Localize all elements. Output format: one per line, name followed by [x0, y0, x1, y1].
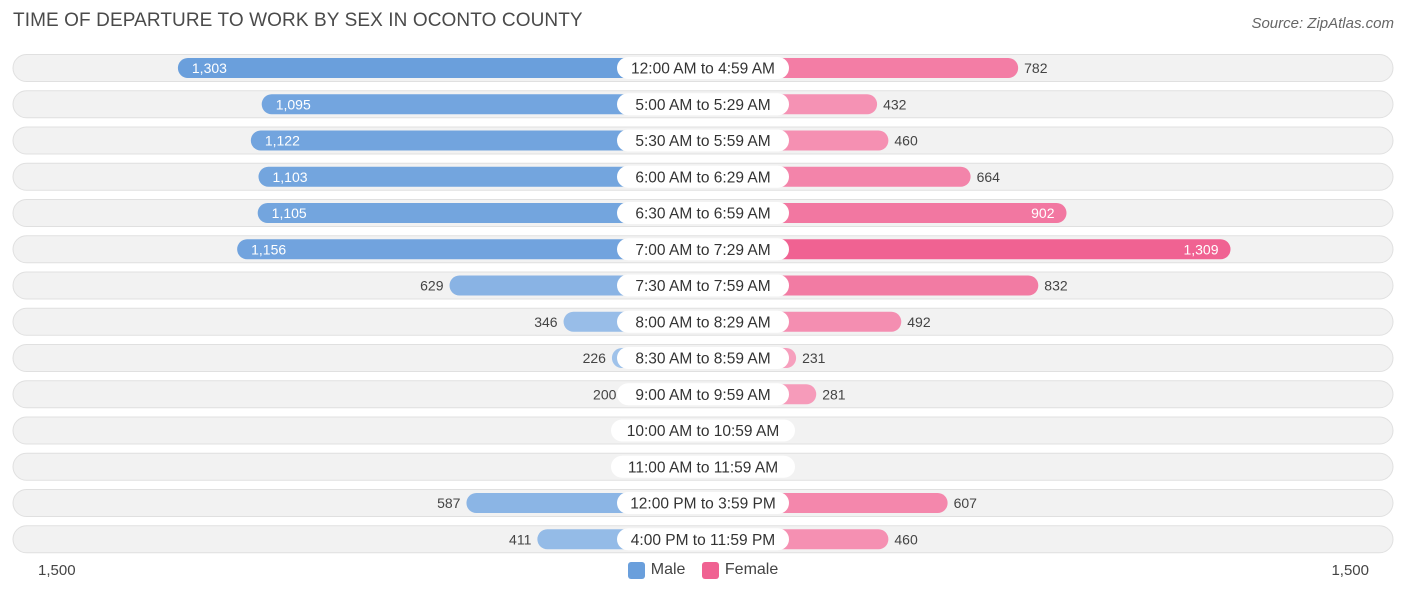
category-pill — [617, 274, 789, 297]
category-label: 6:30 AM to 6:59 AM — [635, 206, 770, 223]
female-value-label: 231 — [802, 350, 826, 366]
category-label: 11:00 AM to 11:59 AM — [628, 459, 778, 476]
category-pill — [617, 492, 789, 514]
category-label: 5:30 AM to 5:59 AM — [635, 133, 770, 150]
category-label: 12:00 AM to 4:59 AM — [631, 61, 775, 78]
category-label: 8:00 AM to 8:29 AM — [635, 314, 770, 331]
female-value-label: 460 — [894, 531, 918, 547]
female-value-label: 902 — [1031, 205, 1055, 221]
legend-label-male: Male — [650, 561, 686, 578]
female-value-label: 432 — [883, 96, 907, 112]
female-value-label: 832 — [1044, 278, 1068, 294]
male-bar — [257, 203, 703, 223]
category-pill — [611, 455, 795, 478]
female-value-label: 281 — [822, 386, 846, 402]
male-value-label: 1,095 — [276, 96, 311, 112]
male-value-label: 200 — [593, 386, 617, 402]
female-value-label: 1,309 — [1183, 241, 1218, 257]
legend-label-female: Female — [724, 561, 779, 578]
male-value-label: 346 — [534, 314, 558, 330]
category-pill — [617, 202, 789, 224]
male-value-label: 1,105 — [272, 205, 307, 221]
male-bar — [261, 94, 703, 115]
male-bar — [177, 58, 704, 78]
legend-item-female[interactable]: Female — [701, 561, 779, 579]
chart-title: TIME OF DEPARTURE TO WORK BY SEX IN OCON… — [13, 10, 583, 31]
female-bar — [703, 203, 1067, 223]
male-value-label: 1,122 — [265, 133, 300, 149]
legend-swatch-female — [701, 561, 719, 579]
male-value-label: 411 — [509, 531, 532, 547]
male-value-label: 226 — [583, 350, 607, 366]
male-bar — [237, 239, 703, 260]
category-pill — [617, 347, 789, 369]
female-value-label: 460 — [894, 133, 918, 149]
axis-right-label: 1,500 — [1331, 562, 1369, 579]
male-value-label: 1,103 — [272, 169, 307, 185]
category-label: 7:00 AM to 7:29 AM — [635, 242, 770, 259]
legend-item-male[interactable]: Male — [627, 561, 686, 579]
male-value-label: 1,156 — [251, 241, 286, 257]
source-label: Source: ZipAtlas.com — [1251, 15, 1394, 32]
female-value-label: 664 — [977, 169, 1001, 185]
category-pill — [617, 310, 789, 333]
category-pill — [617, 57, 789, 79]
category-label: 8:30 AM to 8:59 AM — [635, 351, 770, 368]
male-value-label: 629 — [420, 278, 444, 294]
category-label: 7:30 AM to 7:59 AM — [635, 278, 770, 295]
female-value-label: 607 — [954, 495, 978, 511]
category-label: 10:00 AM to 10:59 AM — [627, 423, 780, 440]
male-value-label: 587 — [437, 495, 461, 511]
male-bar — [250, 130, 704, 151]
category-pill — [617, 528, 789, 551]
category-label: 4:00 PM to 11:59 PM — [631, 532, 775, 549]
category-pill — [617, 165, 789, 188]
category-label: 12:00 PM to 3:59 PM — [630, 496, 776, 513]
legend-swatch-male — [627, 561, 645, 579]
female-value-label: 782 — [1024, 60, 1048, 76]
category-label: 9:00 AM to 9:59 AM — [635, 387, 770, 404]
category-label: 5:00 AM to 5:29 AM — [635, 97, 770, 114]
category-pill — [617, 238, 789, 261]
female-bar — [703, 239, 1231, 260]
legend: Male Female — [0, 561, 1406, 584]
category-pill — [611, 419, 795, 442]
category-pill — [617, 383, 789, 406]
category-label: 6:00 AM to 6:29 AM — [635, 169, 770, 186]
female-value-label: 492 — [907, 314, 931, 330]
male-bar — [258, 166, 703, 187]
axis-left-label: 1,500 — [38, 562, 76, 579]
male-value-label: 1,303 — [192, 60, 227, 76]
category-pill — [617, 129, 789, 152]
category-pill — [617, 93, 789, 116]
